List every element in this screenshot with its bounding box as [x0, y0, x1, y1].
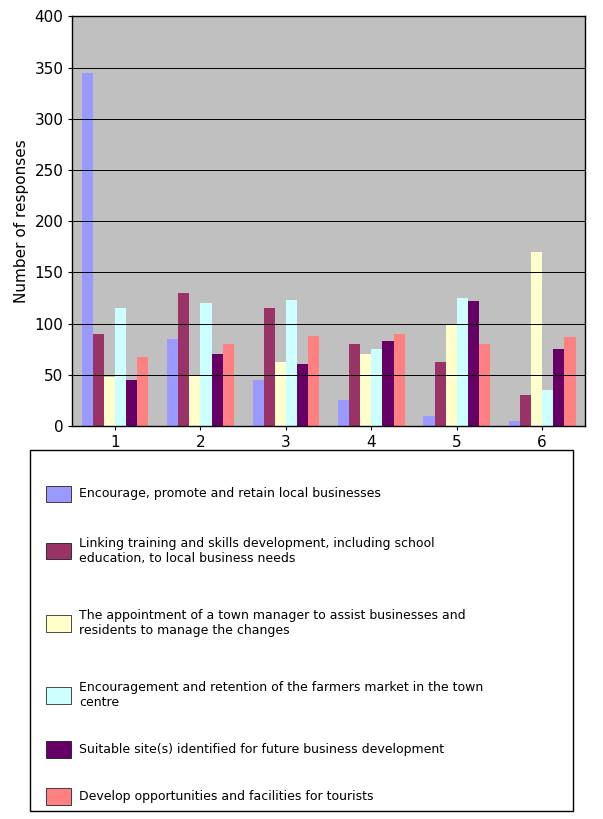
- Bar: [275, 362, 286, 426]
- Bar: [93, 334, 104, 426]
- Bar: [382, 341, 394, 426]
- Bar: [423, 416, 435, 426]
- Bar: [297, 364, 308, 426]
- Bar: [435, 362, 446, 426]
- Bar: [394, 334, 405, 426]
- Bar: [349, 344, 360, 426]
- FancyBboxPatch shape: [46, 741, 71, 758]
- Bar: [137, 357, 148, 426]
- Bar: [167, 339, 178, 426]
- Bar: [253, 380, 264, 426]
- FancyBboxPatch shape: [46, 788, 71, 804]
- Bar: [542, 390, 554, 426]
- FancyBboxPatch shape: [46, 615, 71, 631]
- Bar: [104, 377, 115, 426]
- Text: The appointment of a town manager to assist businesses and
residents to manage t: The appointment of a town manager to ass…: [79, 609, 466, 637]
- Bar: [360, 354, 371, 426]
- Bar: [509, 421, 520, 426]
- Bar: [468, 301, 479, 426]
- Bar: [554, 349, 564, 426]
- Bar: [212, 354, 223, 426]
- Y-axis label: Number of responses: Number of responses: [14, 139, 29, 303]
- FancyBboxPatch shape: [46, 687, 71, 704]
- Bar: [308, 336, 319, 426]
- Bar: [456, 298, 468, 426]
- Bar: [178, 293, 189, 426]
- Bar: [126, 380, 137, 426]
- Bar: [115, 308, 126, 426]
- Text: Develop opportunities and facilities for tourists: Develop opportunities and facilities for…: [79, 790, 373, 803]
- Bar: [200, 303, 212, 426]
- Bar: [564, 337, 575, 426]
- FancyBboxPatch shape: [46, 543, 71, 559]
- Bar: [520, 396, 531, 426]
- Bar: [371, 349, 382, 426]
- Text: Linking training and skills development, including school
education, to local bu: Linking training and skills development,…: [79, 537, 435, 565]
- Text: Suitable site(s) identified for future business development: Suitable site(s) identified for future b…: [79, 743, 444, 756]
- Bar: [479, 344, 490, 426]
- Bar: [189, 375, 200, 426]
- Bar: [446, 324, 456, 426]
- FancyBboxPatch shape: [30, 450, 573, 811]
- Text: Encouragement and retention of the farmers market in the town
centre: Encouragement and retention of the farme…: [79, 681, 483, 709]
- Bar: [82, 73, 93, 426]
- Bar: [338, 400, 349, 426]
- Text: Encourage, promote and retain local businesses: Encourage, promote and retain local busi…: [79, 487, 381, 500]
- FancyBboxPatch shape: [46, 486, 71, 502]
- Bar: [531, 252, 542, 426]
- Bar: [286, 300, 297, 426]
- Bar: [264, 308, 275, 426]
- Bar: [223, 344, 234, 426]
